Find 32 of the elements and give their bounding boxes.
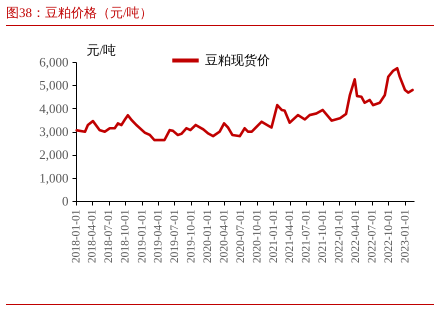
y-tick-label: 3,000 <box>39 124 68 139</box>
chart-title: 图38：豆粕价格（元/吨） <box>6 4 434 26</box>
x-tick-label: 2022-07-01 <box>366 209 378 264</box>
x-tick-label: 2018-04-01 <box>86 209 99 264</box>
x-tick-label: 2018-10-01 <box>120 209 132 264</box>
x-tick-label: 2020-10-01 <box>251 209 264 264</box>
legend-label: 豆粕现货价 <box>205 52 270 68</box>
x-tick-label: 2019-07-01 <box>168 209 181 264</box>
x-tick-label: 2018-01-01 <box>70 209 82 264</box>
x-tick-label: 2020-01-01 <box>202 209 214 264</box>
x-tick-label: 2020-04-01 <box>218 209 230 264</box>
x-tick-label: 2023-01-01 <box>399 209 412 264</box>
x-tick-label: 2019-10-01 <box>185 209 198 264</box>
line-series <box>75 66 414 142</box>
y-axis-title: 元/吨 <box>86 42 116 58</box>
y-tick-label: 0 <box>62 194 68 208</box>
y-tick-label: 5,000 <box>39 78 68 93</box>
x-tick-label: 2021-07-01 <box>300 209 313 264</box>
y-tick-label: 4,000 <box>39 100 68 116</box>
x-tick-label: 2021-01-01 <box>268 209 280 264</box>
x-tick-label: 2020-07-01 <box>234 209 247 264</box>
x-tick-label: 2022-01-01 <box>334 209 346 264</box>
x-tick-label: 2019-01-01 <box>136 209 148 264</box>
x-tick-label: 2022-04-01 <box>350 209 362 264</box>
x-tick-label: 2018-07-01 <box>103 209 116 264</box>
y-tick-label: 6,000 <box>39 54 68 70</box>
x-tick-label: 2019-04-01 <box>152 209 164 264</box>
y-tick-label: 2,000 <box>39 147 68 162</box>
y-tick-label: 1,000 <box>39 170 68 186</box>
x-tick-label: 2021-04-01 <box>284 209 296 264</box>
x-tick-label: 2021-10-01 <box>317 209 330 264</box>
x-tick-label: 2022-10-01 <box>382 209 395 264</box>
